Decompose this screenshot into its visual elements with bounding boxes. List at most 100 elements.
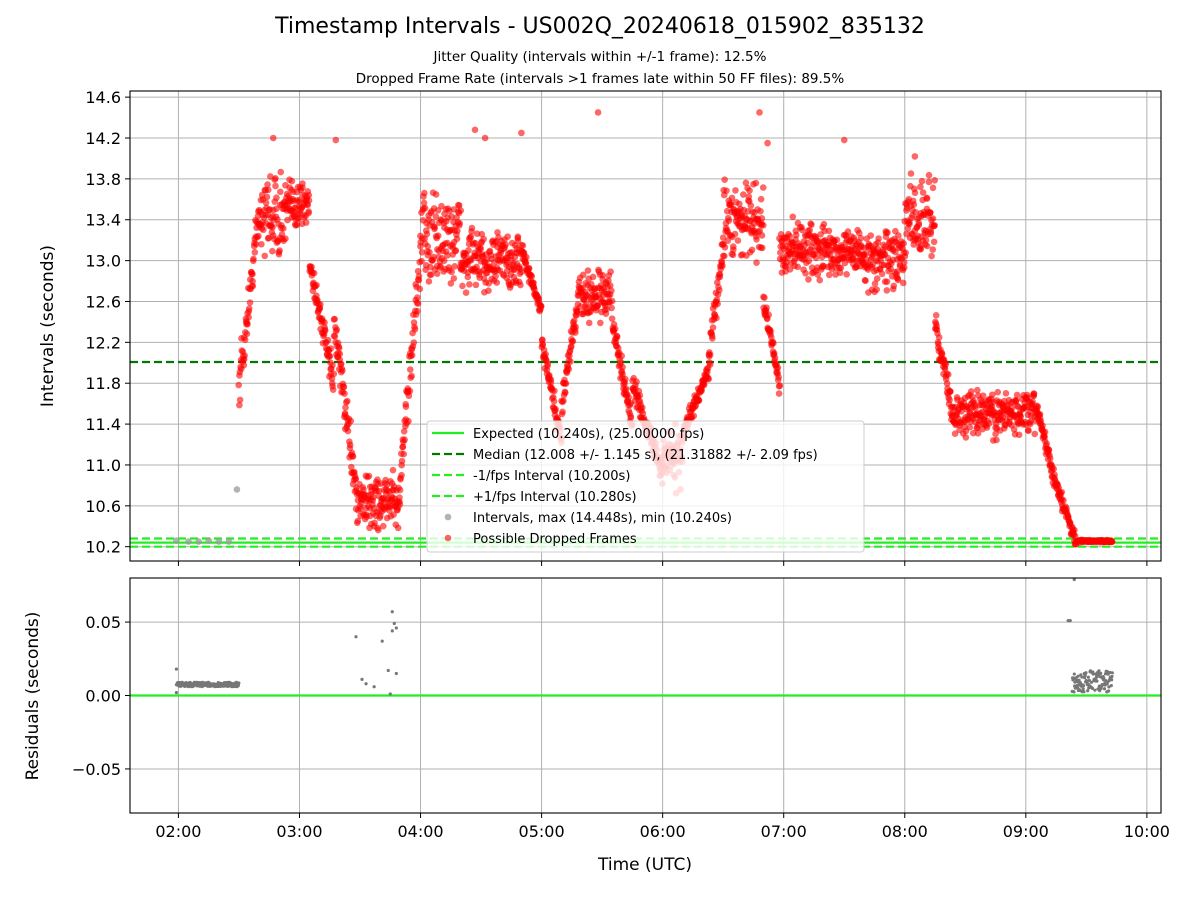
dropped-frame-point — [747, 202, 755, 209]
intervals-panel: 10.2 10.6 11.0 11.4 11.8 12.2 12.6 13.0 13.4 13.8… — [38, 88, 1162, 566]
residual-point — [386, 668, 390, 673]
dropped-frame-point — [973, 386, 981, 394]
dropped-frame-point — [774, 364, 782, 371]
intervals-axis-ticks: 10.2 10.6 11.0 11.4 11.8 12.2 12.6 13.0 13.4 13.8… — [85, 88, 1148, 566]
dropped-frame-point — [420, 189, 428, 197]
dropped-frame-point — [468, 224, 476, 232]
dropped-frame-point — [925, 171, 933, 179]
dropped-frame-point — [502, 241, 510, 248]
dropped-frame-point — [466, 281, 473, 288]
legend-dropped-swatch — [444, 534, 452, 542]
dropped-frame-point — [837, 264, 845, 272]
dropped-frame-point — [379, 522, 387, 530]
dropped-frame-point — [931, 222, 939, 229]
dropped-frame-point — [979, 392, 987, 399]
dropped-frame-point — [931, 177, 939, 184]
dropped-frame-point — [1050, 465, 1057, 473]
dropped-frame-point — [504, 233, 511, 240]
dropped-frame-point — [317, 301, 324, 308]
dropped-frame-point — [357, 505, 364, 513]
dropped-frame-point — [240, 361, 248, 369]
dropped-frame-point — [416, 285, 424, 293]
dropped-frame-point — [551, 387, 558, 395]
dropped-frame-point — [776, 382, 784, 389]
dropped-frame-point — [425, 278, 433, 285]
dropped-frame-point — [305, 197, 313, 204]
dropped-frame-point — [786, 232, 794, 240]
dropped-frame-point — [805, 276, 812, 283]
residual-point — [1071, 676, 1076, 680]
residual-point — [1086, 675, 1090, 679]
dropped-frame-point — [988, 391, 996, 399]
dropped-frame-point — [695, 397, 703, 404]
dropped-frame-point — [618, 352, 626, 360]
residual-point — [388, 692, 392, 696]
dropped-frame-point — [264, 181, 271, 188]
dropped-frame-point — [928, 252, 935, 260]
dropped-frame-point — [340, 383, 348, 391]
dropped-frame-point — [456, 220, 463, 227]
dropped-frame-point — [375, 487, 383, 495]
dropped-frame-point — [728, 194, 736, 202]
dropped-frame-point — [537, 303, 545, 311]
dropped-frame-point — [719, 262, 726, 270]
dropped-frame-point — [930, 238, 938, 246]
residuals-y-axis-label: Residuals (seconds) — [23, 612, 43, 781]
dropped-frame-point — [873, 286, 880, 293]
dropped-frame-point — [890, 282, 898, 290]
x-tick-label: 05:00 — [519, 822, 565, 841]
dropped-frame-point — [761, 294, 768, 301]
dropped-frame-point — [900, 240, 907, 247]
dropped-frame-point — [901, 264, 908, 271]
dropped-frame-point — [481, 134, 489, 142]
dropped-frame-point — [783, 259, 790, 266]
dropped-frame-point — [370, 493, 377, 501]
dropped-frame-point — [396, 500, 404, 508]
intervals-frame — [129, 90, 1162, 562]
x-tick-label: 08:00 — [882, 822, 928, 841]
intervals-y-tick-label: 13.0 — [85, 252, 121, 271]
residual-point — [1110, 674, 1114, 679]
dropped-frame-point — [638, 404, 646, 411]
interval-point — [173, 537, 180, 544]
dropped-frame-point — [565, 365, 572, 373]
legend-box — [426, 420, 865, 553]
dropped-frame-point — [235, 381, 242, 389]
dropped-frame-point — [910, 201, 918, 208]
dropped-frame-point — [804, 239, 811, 246]
dropped-frame-point — [1071, 526, 1078, 534]
dropped-frame-point — [606, 282, 614, 289]
residual-point — [1081, 687, 1085, 691]
legend-minus-fps-label: -1/fps Interval (10.200s) — [473, 469, 630, 484]
dropped-frame-point — [559, 408, 566, 416]
dropped-frame-point — [471, 126, 479, 134]
dropped-frame-point — [597, 319, 604, 327]
interval-point — [205, 537, 212, 544]
dropped-frame-point — [862, 250, 869, 258]
dropped-frame-point — [480, 235, 487, 243]
residual-point — [372, 685, 376, 689]
chart-subtitle-dropped: Dropped Frame Rate (intervals >1 frames … — [355, 71, 845, 87]
x-tick-label: 03:00 — [276, 822, 322, 841]
dropped-frame-point — [992, 430, 999, 438]
dropped-frame-point — [786, 266, 794, 273]
dropped-frame-point — [627, 414, 635, 422]
dropped-frame-point — [427, 271, 435, 279]
dropped-frame-point — [902, 249, 909, 257]
dropped-frame-point — [459, 282, 466, 290]
dropped-frame-point — [430, 253, 437, 261]
dropped-frame-point — [619, 363, 626, 371]
dropped-frame-point — [1045, 446, 1053, 454]
dropped-frame-point — [758, 232, 766, 239]
dropped-frame-point — [583, 300, 590, 308]
dropped-frame-point — [250, 255, 257, 263]
dropped-frame-point — [907, 170, 915, 177]
dropped-frame-point — [812, 254, 820, 262]
dropped-frame-point — [251, 248, 259, 256]
dropped-frame-point — [569, 337, 577, 345]
dropped-frame-point — [1025, 427, 1032, 434]
dropped-frame-point — [878, 270, 886, 278]
dropped-frame-point — [572, 329, 579, 336]
dropped-frame-point — [406, 366, 414, 373]
